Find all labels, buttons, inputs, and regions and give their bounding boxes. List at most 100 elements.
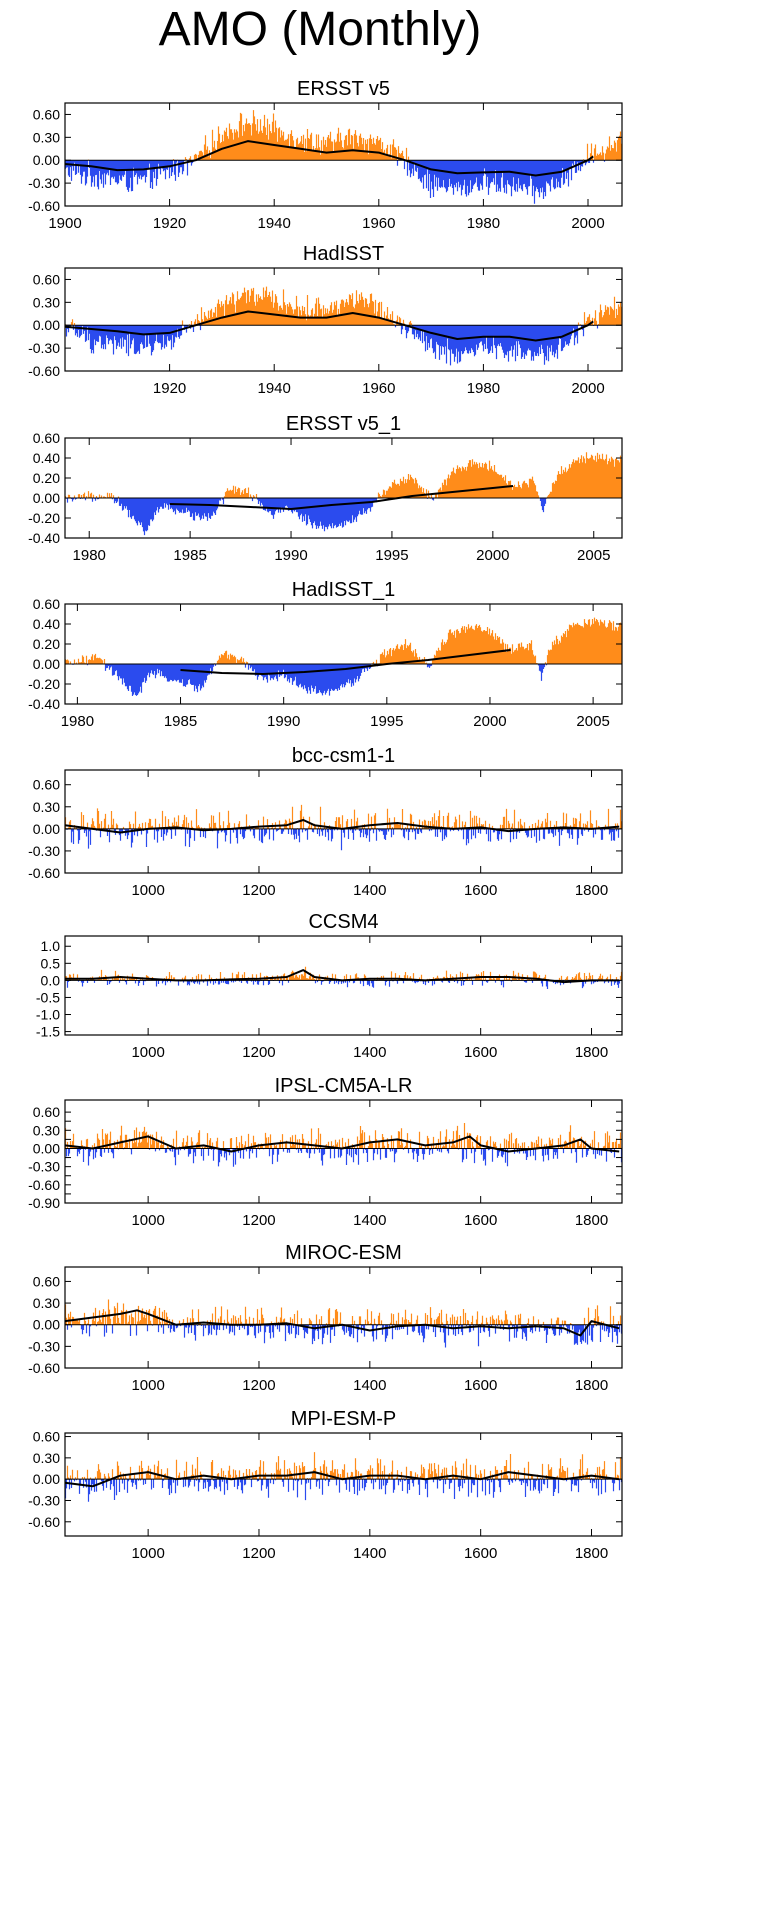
panel-7: MIROC-ESM 0.60 0.30 0.00 -0.30 -0.60 1000 1200 1… <box>28 1242 623 1394</box>
x-tick-label: 2000 <box>571 380 604 397</box>
x-tick-label: 1995 <box>370 713 403 730</box>
y-tick-label: 0.00 <box>33 1471 60 1487</box>
x-tick-label: 1800 <box>575 1212 608 1229</box>
smoothed-line <box>64 1135 620 1153</box>
anomaly-bars <box>64 286 623 366</box>
smoothed-line <box>64 1309 620 1337</box>
x-tick-label: 1000 <box>131 882 164 899</box>
panel-title: ERSST v5_1 <box>286 413 401 435</box>
x-tick-label: 1980 <box>61 713 94 730</box>
y-tick-label: 0.30 <box>33 129 60 145</box>
plot-frame <box>64 769 623 874</box>
y-tick-label: -0.40 <box>28 696 60 712</box>
smoothed-line <box>169 485 514 510</box>
x-tick-label: 1920 <box>153 380 186 397</box>
x-tick-label: 2000 <box>476 547 509 564</box>
x-tick-label: 1400 <box>353 1545 386 1562</box>
panel-1: HadISST 0.60 0.30 0.00 -0.30 -0.60 1920 1940 196… <box>28 243 623 397</box>
x-tick-label: 1800 <box>575 1377 608 1394</box>
positive-anomaly-bars <box>64 286 623 326</box>
plot-frame <box>64 102 623 207</box>
x-tick-label: 1980 <box>73 547 106 564</box>
negative-anomaly-bars <box>71 664 548 696</box>
smoothed-line <box>65 969 620 984</box>
page-title: AMO (Monthly) <box>158 3 482 56</box>
x-tick-label: 1940 <box>258 380 291 397</box>
positive-anomaly-bars <box>64 452 623 498</box>
y-tick-label: 0.00 <box>33 152 60 168</box>
negative-anomaly-bars <box>64 1479 623 1502</box>
y-tick-label: -0.30 <box>28 1492 60 1508</box>
y-tick-label: -0.60 <box>28 1514 60 1530</box>
negative-anomaly-bars <box>65 1148 623 1167</box>
y-tick-label: 0.0 <box>41 972 61 988</box>
x-tick-label: 1000 <box>131 1377 164 1394</box>
x-tick-label: 1200 <box>242 1545 275 1562</box>
x-tick-label: 1960 <box>362 380 395 397</box>
y-tick-label: 0.60 <box>33 106 60 122</box>
y-tick-label: 0.5 <box>41 955 61 971</box>
y-tick-label: -0.60 <box>28 198 60 214</box>
y-tick-label: -0.30 <box>28 1338 60 1354</box>
y-tick-label: 0.40 <box>33 616 60 632</box>
plot-frame <box>64 267 623 372</box>
plot-frame <box>64 1432 623 1537</box>
anomaly-bars <box>64 804 623 851</box>
x-tick-label: 1920 <box>153 215 186 232</box>
x-tick-label: 1800 <box>575 1044 608 1061</box>
y-tick-label: 0.30 <box>33 1295 60 1311</box>
y-tick-label: -0.90 <box>28 1195 60 1211</box>
y-tick-label: -0.30 <box>28 175 60 191</box>
x-tick-label: 1200 <box>242 1044 275 1061</box>
panel-5: CCSM4 1.00.50.0-0.5 -1.0-1.5 1000 1200 1400 16… <box>36 911 623 1061</box>
x-tick-label: 1900 <box>48 215 81 232</box>
x-tick-label: 1995 <box>375 547 408 564</box>
x-tick-label: 1400 <box>353 882 386 899</box>
smoothed-line <box>180 649 511 675</box>
plot-frame <box>64 1099 623 1204</box>
x-tick-label: 1200 <box>242 882 275 899</box>
y-tick-label: 0.20 <box>33 470 60 486</box>
anomaly-bars <box>64 1299 623 1348</box>
panel-6: IPSL-CM5A-LR 0.60 0.30 0.00 -0.30 -0.60 -0.90 1… <box>28 1075 623 1229</box>
y-tick-label: 0.60 <box>33 1104 60 1120</box>
y-tick-label: -0.60 <box>28 363 60 379</box>
y-tick-label: 0.60 <box>33 271 60 287</box>
x-tick-label: 1600 <box>464 882 497 899</box>
smoothed-line <box>64 819 620 834</box>
y-tick-label: -0.5 <box>36 989 60 1005</box>
x-tick-label: 1600 <box>464 1212 497 1229</box>
anomaly-bars <box>64 452 623 536</box>
y-tick-label: 0.00 <box>33 1317 60 1333</box>
panel-title: ERSST v5 <box>297 78 390 100</box>
anomaly-bars <box>64 110 623 204</box>
x-tick-label: 1000 <box>131 1044 164 1061</box>
smoothed-line <box>64 1471 620 1488</box>
y-tick-label: -0.30 <box>28 843 60 859</box>
x-tick-label: 2000 <box>571 215 604 232</box>
x-tick-label: 1200 <box>242 1212 275 1229</box>
panel-2: ERSST v5_1 0.60 0.40 0.20 0.00 -0.20 -0.40 1980… <box>28 413 623 564</box>
panel-8: MPI-ESM-P 0.60 0.30 0.00 -0.30 -0.60 1000 1200 1… <box>28 1408 623 1562</box>
negative-anomaly-bars <box>66 980 621 989</box>
y-tick-label: 0.60 <box>33 430 60 446</box>
y-tick-label: 0.00 <box>33 821 60 837</box>
panel-4: bcc-csm1-1 0.60 0.30 0.00 -0.30 -0.60 1000 1200… <box>28 745 623 899</box>
y-tick-label: -0.20 <box>28 510 60 526</box>
x-tick-label: 2005 <box>577 547 610 564</box>
x-tick-label: 1000 <box>131 1212 164 1229</box>
y-tick-label: 0.30 <box>33 799 60 815</box>
y-tick-label: -0.30 <box>28 340 60 356</box>
panel-title: MPI-ESM-P <box>291 1408 397 1430</box>
panel-title: HadISST_1 <box>292 579 395 601</box>
y-tick-label: -1.5 <box>36 1024 60 1040</box>
x-tick-label: 1800 <box>575 1545 608 1562</box>
x-tick-label: 1990 <box>267 713 300 730</box>
x-tick-label: 1200 <box>242 1377 275 1394</box>
x-tick-label: 1600 <box>464 1044 497 1061</box>
plot-frame <box>64 1266 623 1369</box>
plot-frame <box>64 437 623 539</box>
negative-anomaly-bars <box>64 160 606 204</box>
